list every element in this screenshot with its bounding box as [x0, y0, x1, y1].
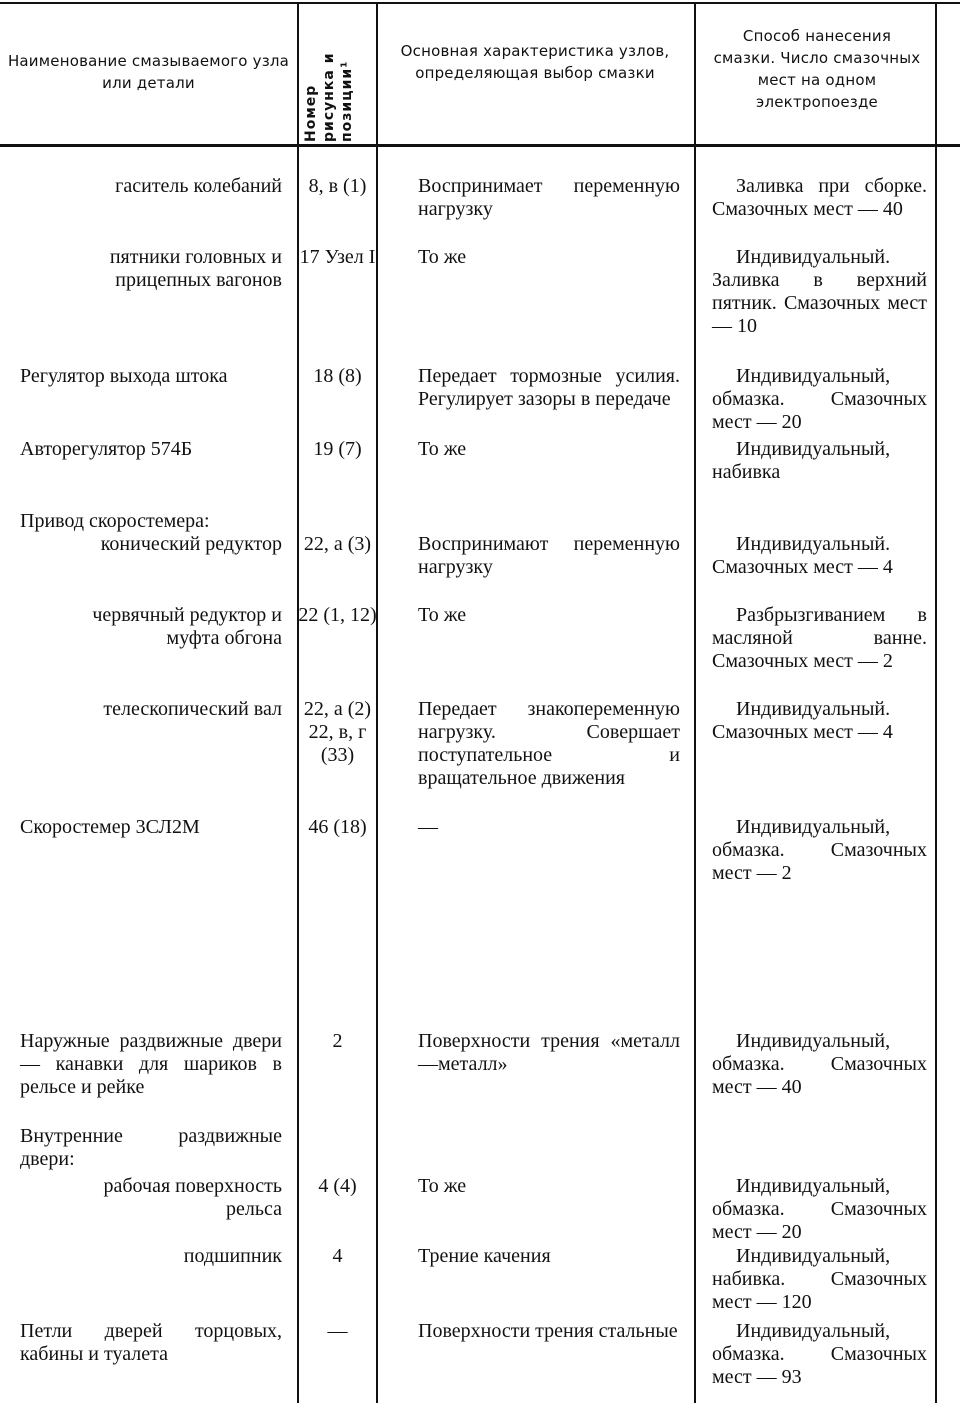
row-item-name: Привод скоростемера:: [20, 510, 210, 532]
row-method: Индивидуальный. Смазочных мест — 4: [712, 698, 893, 743]
row-item-name: подшипник: [183, 1245, 282, 1267]
column-divider: [376, 4, 378, 1403]
row-item-name: конический редуктор: [100, 533, 282, 555]
row-figure-number: 17 Узел I: [299, 246, 376, 268]
column-divider: [935, 4, 937, 1403]
row-method: Индивидуальный, обмазка. Смазочных мест …: [712, 365, 927, 433]
row-figure-number: 8, в (1): [308, 175, 367, 197]
row-item-name: червячный редуктор и муфта обгона: [92, 604, 282, 649]
column-divider: [297, 4, 299, 1403]
row-characteristic: То же: [418, 604, 467, 626]
row-figure-number: 2: [332, 1030, 343, 1052]
row-characteristic: Передает знакопеременную нагрузку. Совер…: [418, 698, 680, 789]
row-item-name: рабочая поверхность рельса: [103, 1175, 282, 1220]
header-rule: [0, 144, 960, 147]
row-item-name: Авторегулятор 574Б: [20, 438, 193, 460]
row-item-name: Петли дверей торцовых, кабины и туалета: [20, 1320, 282, 1365]
row-method: Индивидуальный, набивка. Смазочных мест …: [712, 1245, 927, 1313]
row-figure-number: 46 (18): [308, 816, 367, 838]
row-characteristic: Трение качения: [418, 1245, 551, 1267]
row-method: Разбрызгиванием в масляной ванне. Смазоч…: [712, 604, 927, 672]
row-method: Индивидуальный. Смазочных мест — 4: [712, 533, 893, 578]
column-divider: [694, 4, 696, 1403]
row-item-name: пятники головных и прицепных вагонов: [109, 246, 282, 291]
row-characteristic: —: [418, 816, 438, 838]
header-figure-number: Номер рисунка и позиции¹: [303, 52, 355, 142]
row-characteristic: Воспринимает переменную нагрузку: [418, 175, 680, 220]
header-characteristic: Основная характеристика узлов, определяю…: [400, 42, 670, 82]
row-characteristic: Передает тормозные усилия. Регулирует за…: [418, 365, 680, 410]
row-method: Индивидуальный, обмазка. Смазочных мест …: [712, 1175, 927, 1243]
row-figure-number: 4: [332, 1245, 343, 1267]
row-method: Заливка при сборке. Смазочных мест — 40: [712, 175, 927, 220]
header-method: Способ нанесения смазки. Число смазочных…: [713, 27, 921, 111]
row-figure-number: 22, а (2) 22, в, г (33): [303, 698, 372, 766]
row-characteristic: Воспринимают переменную нагрузку: [418, 533, 680, 578]
row-characteristic: То же: [418, 1175, 467, 1197]
row-figure-number: 4 (4): [318, 1175, 357, 1197]
row-method: Индивидуальный, обмазка. Смазочных мест …: [712, 1320, 927, 1388]
row-item-name: гаситель колебаний: [115, 175, 282, 197]
row-method: Индивидуальный. Заливка в верхний пятник…: [712, 246, 927, 337]
row-characteristic: То же: [418, 246, 467, 268]
row-characteristic: Поверхности трения «металл—металл»: [418, 1030, 680, 1075]
row-characteristic: Поверхности трения стальные: [418, 1320, 678, 1342]
row-item-name: Регулятор выхода штока: [20, 365, 228, 387]
row-item-name: Внутренние раздвижные двери:: [20, 1125, 282, 1170]
row-item-name: телескопический вал: [103, 698, 282, 720]
row-figure-number: —: [327, 1320, 348, 1342]
row-item-name: Скоростемер 3СЛ2М: [20, 816, 200, 838]
row-figure-number: 19 (7): [313, 438, 362, 460]
row-item-name: Наружные раздвижные двери — канавки для …: [20, 1030, 282, 1098]
row-characteristic: То же: [418, 438, 467, 460]
row-method: Индивидуальный, обмазка. Смазочных мест …: [712, 816, 927, 884]
row-method: Индивидуальный, набивка: [712, 438, 891, 483]
top-rule: [0, 2, 960, 4]
row-method: Индивидуальный, обмазка. Смазочных мест …: [712, 1030, 927, 1098]
header-item-name: Наименование смазываемого узла или детал…: [7, 52, 290, 92]
row-figure-number: 22, а (3): [303, 533, 372, 555]
row-figure-number: 22 (1, 12): [298, 604, 377, 626]
row-figure-number: 18 (8): [313, 365, 362, 387]
